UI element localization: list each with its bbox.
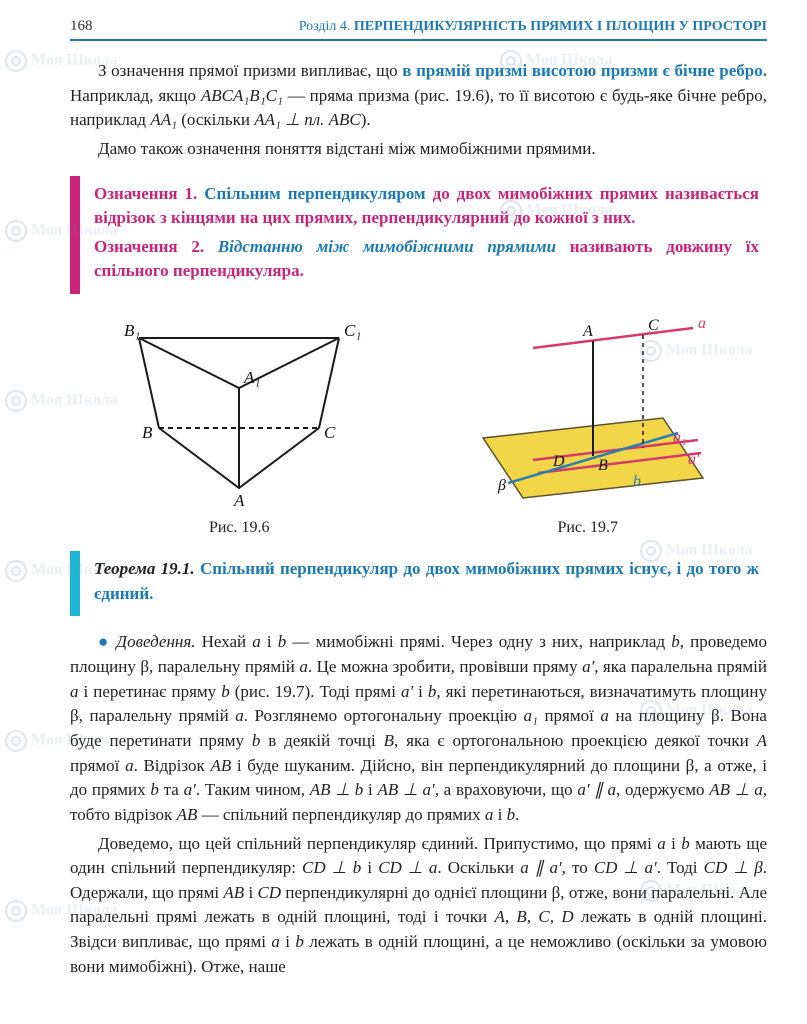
section-name: ПЕРПЕНДИКУЛЯРНІСТЬ ПРЯМИХ І ПЛОЩИН У ПРО… bbox=[354, 19, 767, 34]
label-C: C bbox=[324, 423, 336, 442]
paragraph-2: Дамо також означення поняття відстані мі… bbox=[70, 137, 767, 162]
label-b: b bbox=[633, 473, 641, 490]
theorem-label: Теорема 19.1. bbox=[94, 559, 195, 578]
section-title: Розділ 4. ПЕРПЕНДИКУЛЯРНІСТЬ ПРЯМИХ І ПЛ… bbox=[299, 19, 767, 35]
label-a1: a₁ bbox=[673, 429, 687, 446]
paragraph-1: З означення прямої призми випливає, що в… bbox=[70, 59, 767, 133]
label-D: D bbox=[552, 453, 565, 470]
label-a: a bbox=[698, 315, 706, 332]
theorem-text: Спільний перпендикуляр до двох мимобіжни… bbox=[94, 559, 759, 603]
def-term: Відстанню між мимобіжними прямими bbox=[204, 237, 556, 256]
label-C: C bbox=[648, 317, 659, 334]
proof-paragraph-1: ● Доведення. Нехай a і b — мимобіжні пря… bbox=[70, 630, 767, 827]
theorem-19-1: Теорема 19.1. Спільний перпендикуляр до … bbox=[94, 557, 759, 606]
def-label: Означення 1. bbox=[94, 184, 197, 203]
label-A1: A₁ bbox=[243, 368, 260, 387]
label-B: B bbox=[598, 457, 608, 474]
proof-lead: Доведення. bbox=[116, 632, 195, 651]
figures-row: B₁ C₁ A₁ B C A Рис. 19.6 A bbox=[70, 308, 767, 537]
page-header: 168 Розділ 4. ПЕРПЕНДИКУЛЯРНІСТЬ ПРЯМИХ … bbox=[70, 18, 767, 41]
def-term: Спільним перпендикуляром bbox=[197, 184, 425, 203]
label-beta: β bbox=[497, 477, 506, 494]
section-prefix: Розділ 4. bbox=[299, 19, 351, 34]
definition-block: Означення 1. Спільним перпендикуляром до… bbox=[70, 176, 767, 295]
label-A: A bbox=[582, 323, 593, 340]
label-B: B bbox=[142, 423, 153, 442]
label-C1: C₁ bbox=[344, 321, 361, 340]
label-A: A bbox=[233, 491, 245, 508]
definition-1: Означення 1. Спільним перпендикуляром до… bbox=[94, 182, 759, 231]
proof-paragraph-2: Доведемо, що цей спільний перпендикуляр … bbox=[70, 832, 767, 980]
prism-diagram: B₁ C₁ A₁ B C A bbox=[104, 308, 374, 508]
figure-19-6: B₁ C₁ A₁ B C A Рис. 19.6 bbox=[104, 308, 374, 537]
highlight-blue: в прямій призмі висотою призми є бічне р… bbox=[402, 61, 767, 80]
figure-19-7: A C a D B a₁ a' b β Рис. 19.7 bbox=[443, 308, 733, 537]
definition-2: Означення 2. Відстанню між мимобіжними п… bbox=[94, 235, 759, 284]
theorem-block: Теорема 19.1. Спільний перпендикуляр до … bbox=[70, 551, 767, 616]
plane-diagram: A C a D B a₁ a' b β bbox=[443, 308, 733, 508]
label-aprime: a' bbox=[688, 451, 700, 468]
def-label: Означення 2. bbox=[94, 237, 204, 256]
label-B1: B₁ bbox=[124, 321, 140, 340]
page: Моя Школа Моя Школа Моя Школа Моя Школа … bbox=[0, 0, 807, 1024]
figure-caption: Рис. 19.6 bbox=[104, 519, 374, 537]
page-number: 168 bbox=[70, 18, 93, 35]
figure-caption: Рис. 19.7 bbox=[443, 519, 733, 537]
